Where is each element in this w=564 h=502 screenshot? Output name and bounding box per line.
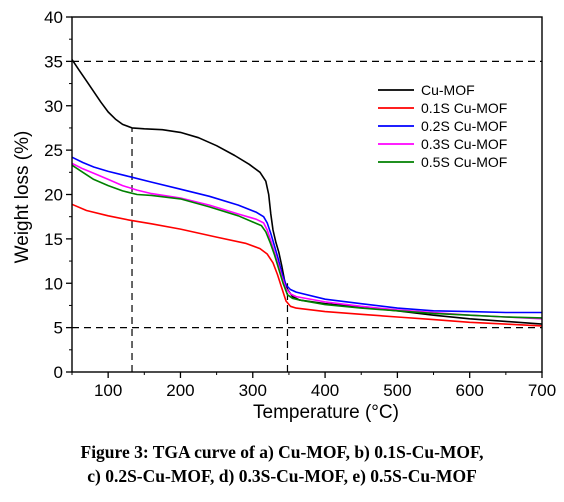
legend-label-4: 0.3S Cu-MOF bbox=[421, 136, 507, 152]
legend-label-1: Cu-MOF bbox=[421, 82, 475, 98]
series-line-5 bbox=[71, 164, 543, 319]
caption-line-1: Figure 3: TGA curve of a) Cu-MOF, b) 0.1… bbox=[80, 442, 484, 462]
x-tick-label: 400 bbox=[311, 381, 339, 400]
y-tick-label: 25 bbox=[44, 141, 63, 160]
series-line-2 bbox=[71, 203, 543, 327]
x-tick-label: 500 bbox=[383, 381, 411, 400]
y-tick-label: 10 bbox=[44, 274, 63, 293]
y-axis-label: Weight loss (%) bbox=[12, 131, 33, 264]
x-tick-label: 100 bbox=[94, 381, 122, 400]
x-tick-label: 600 bbox=[456, 381, 484, 400]
y-tick-label: 20 bbox=[44, 186, 63, 205]
caption-line-2: c) 0.2S-Cu-MOF, d) 0.3S-Cu-MOF, e) 0.5S-… bbox=[87, 466, 477, 486]
x-tick-label: 700 bbox=[528, 381, 556, 400]
x-tick-label: 300 bbox=[239, 381, 267, 400]
series-line-3 bbox=[71, 156, 542, 314]
y-tick-label: 5 bbox=[54, 319, 63, 338]
y-tick-label: 0 bbox=[54, 363, 63, 382]
series-line-1 bbox=[71, 59, 543, 325]
series-line-4 bbox=[71, 162, 543, 320]
figure-caption: Figure 3: TGA curve of a) Cu-MOF, b) 0.1… bbox=[0, 440, 564, 488]
y-tick-label: 35 bbox=[44, 52, 63, 71]
legend-label-2: 0.1S Cu-MOF bbox=[421, 100, 507, 116]
legend-label-3: 0.2S Cu-MOF bbox=[421, 118, 507, 134]
x-tick-label: 200 bbox=[166, 381, 194, 400]
y-tick-label: 30 bbox=[44, 97, 63, 116]
x-axis-label: Temperature (°C) bbox=[253, 402, 399, 423]
y-tick-label: 40 bbox=[44, 8, 63, 27]
y-tick-label: 15 bbox=[44, 230, 63, 249]
legend-label-5: 0.5S Cu-MOF bbox=[421, 154, 507, 170]
